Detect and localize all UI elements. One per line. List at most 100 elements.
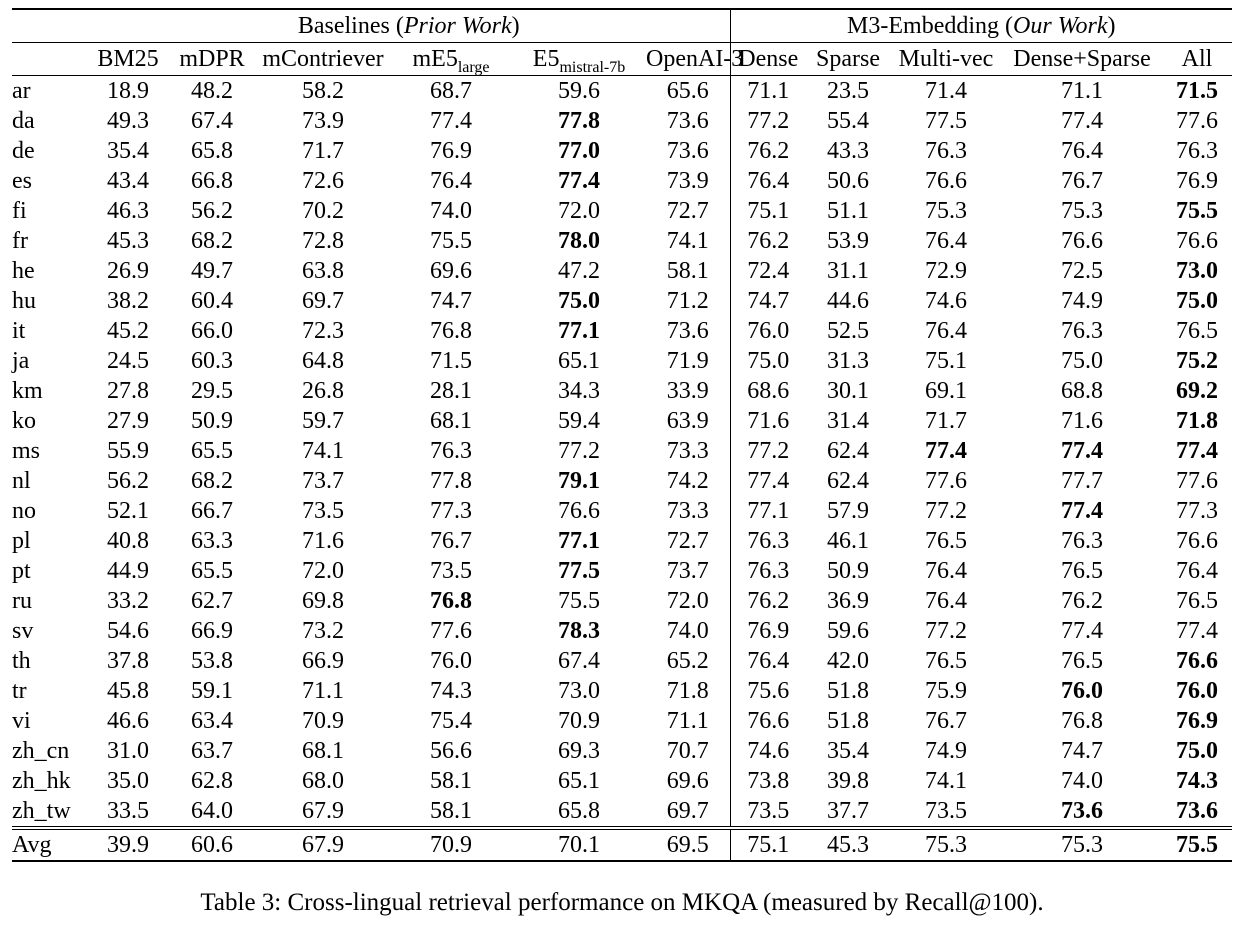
table-cell: 77.6 — [430, 618, 472, 644]
table-cell: 18.9 — [107, 78, 149, 104]
row-label: zh_cn — [12, 738, 70, 764]
table-cell: 72.7 — [666, 198, 709, 224]
row-label: hu — [12, 288, 36, 314]
table-cell: 45.3 — [107, 228, 149, 254]
table-cell: 75.0 — [1176, 288, 1219, 314]
table-cell: 65.2 — [666, 648, 709, 674]
table-cell: 76.9 — [1176, 168, 1219, 194]
table-cell: 69.6 — [666, 768, 709, 794]
table-cell: 58.2 — [302, 78, 344, 104]
table-cell: 69.6 — [430, 258, 472, 284]
table-cell: 65.5 — [191, 558, 233, 584]
table-cell: 75.6 — [729, 676, 806, 706]
table-cell: 78.0 — [558, 228, 600, 254]
column-header-row: BM25 mDPR mContriever mE5large E5mistral-7b O… — [12, 42, 1233, 76]
table-cell: 62.4 — [827, 468, 869, 494]
table-row: he 26.9 49.7 63.8 69.6 47.2 58.1 72.4 31.1 72.9 72… — [12, 256, 1232, 286]
table-cell: 76.4 — [925, 228, 967, 254]
table-cell: 75.1 — [729, 196, 806, 226]
table-cell: 77.0 — [558, 138, 600, 164]
table-cell: 77.4 — [430, 108, 472, 134]
table-cell: 62.4 — [827, 438, 869, 464]
table-cell: 76.6 — [1176, 228, 1219, 254]
table-cell: 76.4 — [1061, 138, 1103, 164]
table-cell: 42.0 — [827, 648, 869, 674]
table-cell: 35.4 — [827, 738, 869, 764]
table-cell: 73.9 — [302, 108, 344, 134]
table-cell: 60.3 — [191, 348, 233, 374]
table-cell: 65.6 — [666, 78, 709, 104]
table-cell: 77.2 — [729, 106, 806, 136]
table-cell: 71.8 — [666, 678, 709, 704]
table-cell: 69.5 — [646, 826, 730, 862]
table-row: da 49.3 67.4 73.9 77.4 77.8 73.6 77.2 55.4 77.5 77… — [12, 106, 1232, 136]
table-cell: 76.2 — [729, 136, 806, 166]
table-cell: 66.0 — [191, 318, 233, 344]
table-cell: 72.6 — [302, 168, 344, 194]
table-cell: 71.1 — [729, 75, 806, 106]
table-cell: 70.7 — [666, 738, 709, 764]
row-label: fi — [12, 198, 27, 224]
table-cell: 53.8 — [191, 648, 233, 674]
table-cell: 69.2 — [1176, 378, 1219, 404]
table-cell: 59.6 — [827, 618, 869, 644]
table-row: vi 46.6 63.4 70.9 75.4 70.9 71.1 76.6 51.8 76.7 76… — [12, 706, 1232, 736]
table-cell: 73.8 — [729, 766, 806, 796]
table-cell: 74.1 — [666, 228, 709, 254]
table-cell: 45.8 — [107, 678, 149, 704]
row-label: km — [12, 378, 43, 404]
lang-column-header — [12, 42, 88, 76]
table-row: km 27.8 29.5 26.8 28.1 34.3 33.9 68.6 30.1 69.1 68… — [12, 376, 1232, 406]
baselines-group-label-prefix: Baselines ( — [297, 13, 404, 39]
table-cell: 69.7 — [666, 798, 709, 824]
table-cell: 63.4 — [191, 708, 233, 734]
table-row: pl 40.8 63.3 71.6 76.7 77.1 72.7 76.3 46.1 76.5 76… — [12, 526, 1232, 556]
table-cell: 75.1 — [729, 826, 806, 862]
table-cell: 65.8 — [558, 798, 600, 824]
table-cell: 76.8 — [1061, 708, 1103, 734]
table-cell: 77.4 — [729, 466, 806, 496]
table-cell: 59.1 — [191, 678, 233, 704]
table-cell: 73.9 — [666, 168, 709, 194]
table-cell: 71.5 — [430, 348, 472, 374]
table-cell: 76.7 — [925, 708, 967, 734]
table-cell: 76.0 — [1061, 678, 1103, 704]
table-cell: 74.1 — [302, 438, 344, 464]
table-cell: 71.1 — [1061, 78, 1103, 104]
table-cell: 77.5 — [558, 558, 600, 584]
table-cell: 76.4 — [430, 168, 472, 194]
table-cell: 72.9 — [925, 258, 967, 284]
table-cell: 62.7 — [191, 588, 233, 614]
table-row: th 37.8 53.8 66.9 76.0 67.4 65.2 76.4 42.0 76.5 76… — [12, 646, 1232, 676]
table-caption: Table 3: Cross-lingual retrieval perform… — [200, 889, 1044, 916]
table-cell: 77.8 — [558, 108, 600, 134]
table-cell: 76.5 — [925, 528, 967, 554]
table-row: zh_hk 35.0 62.8 68.0 58.1 65.1 69.6 73.8 39.8 74.… — [12, 766, 1232, 796]
table-cell: 73.5 — [729, 796, 806, 828]
table-cell: 76.5 — [925, 648, 967, 674]
row-label: da — [12, 108, 35, 134]
table-cell: 59.4 — [558, 408, 600, 434]
column-header-sparse: Sparse — [806, 42, 890, 76]
table-cell: 56.2 — [191, 198, 233, 224]
table-cell: 65.1 — [558, 768, 600, 794]
table-row: tr 45.8 59.1 71.1 74.3 73.0 71.8 75.6 51.8 75.9 76… — [12, 676, 1232, 706]
table-cell: 76.9 — [729, 616, 806, 646]
m3-group-label-italic: Our Work — [1013, 13, 1108, 39]
table-cell: 76.4 — [925, 588, 967, 614]
table-cell: 76.5 — [1176, 588, 1219, 614]
table-cell: 67.4 — [558, 648, 600, 674]
table-cell: 76.6 — [1176, 648, 1219, 674]
table-cell: 71.6 — [729, 406, 806, 436]
table-cell: 75.0 — [1176, 738, 1219, 764]
table-cell: 75.5 — [1162, 826, 1233, 862]
table-cell: 69.7 — [302, 288, 344, 314]
row-label: th — [12, 648, 31, 674]
table-cell: 75.5 — [430, 228, 472, 254]
table-cell: 71.1 — [302, 678, 344, 704]
row-label: sv — [12, 618, 34, 644]
table-cell: 57.9 — [827, 498, 869, 524]
table-cell: 74.0 — [430, 198, 472, 224]
table-cell: 59.6 — [558, 78, 600, 104]
table-cell: 63.8 — [302, 258, 344, 284]
